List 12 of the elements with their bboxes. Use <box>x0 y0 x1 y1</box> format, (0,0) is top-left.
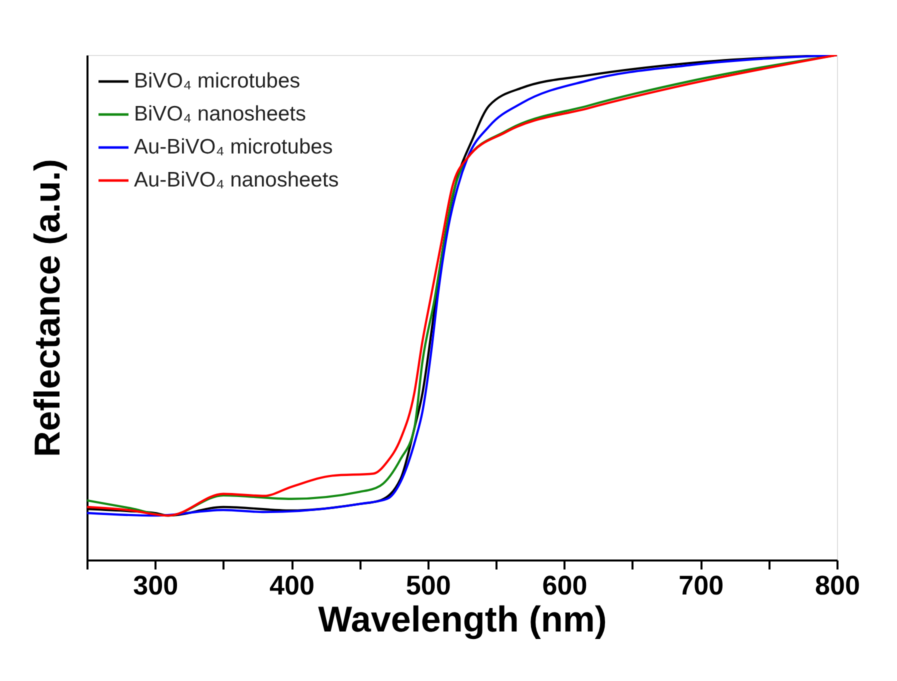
legend-label: BiVO₄ microtubes <box>134 70 300 92</box>
y-axis-title: Reflectance (a.u.) <box>26 158 68 458</box>
x-tick-label: 700 <box>678 570 724 600</box>
legend-label: BiVO₄ nanosheets <box>134 102 306 126</box>
legend-label: Au-BiVO₄ nanosheets <box>134 168 339 192</box>
x-tick-label: 800 <box>814 570 860 600</box>
x-tick-label: 400 <box>270 570 315 600</box>
x-axis-title: Wavelength (nm) <box>318 598 607 640</box>
legend-label: Au-BiVO₄ microtubes <box>134 136 333 158</box>
x-tick-label: 300 <box>133 570 178 600</box>
x-tick-label: 600 <box>542 570 588 600</box>
x-tick-label: 500 <box>406 570 451 600</box>
